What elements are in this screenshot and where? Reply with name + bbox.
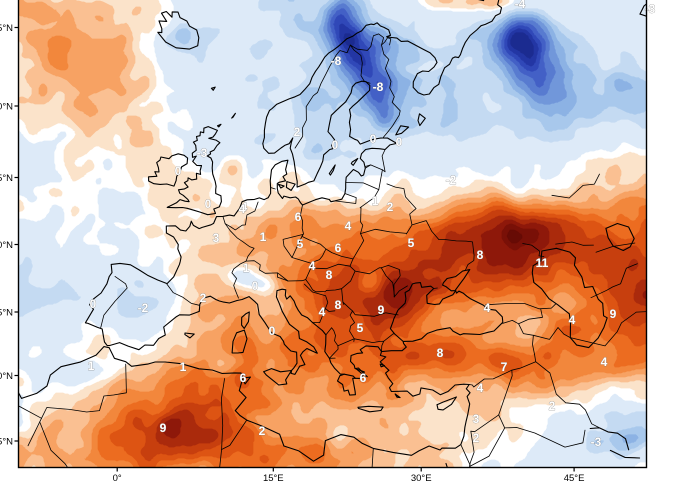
svg-text:-2: -2: [446, 173, 457, 187]
svg-text:-8: -8: [373, 80, 384, 94]
svg-text:0: 0: [175, 164, 182, 178]
svg-text:9: 9: [378, 303, 385, 317]
svg-text:11: 11: [536, 256, 549, 270]
svg-text:-3: -3: [591, 435, 602, 449]
svg-text:25°N: 25°N: [0, 437, 13, 448]
svg-text:1: 1: [372, 194, 379, 208]
svg-text:30°E: 30°E: [411, 473, 432, 484]
svg-text:2: 2: [549, 399, 556, 413]
svg-text:9: 9: [610, 307, 617, 321]
svg-text:-4: -4: [515, 0, 526, 11]
svg-text:30°N: 30°N: [0, 371, 13, 382]
svg-text:8: 8: [335, 298, 342, 312]
svg-text:6: 6: [295, 210, 302, 224]
svg-text:3: 3: [473, 412, 480, 426]
svg-text:2: 2: [200, 291, 207, 305]
svg-text:0°: 0°: [113, 473, 122, 484]
svg-text:4: 4: [484, 301, 491, 315]
svg-text:0: 0: [252, 279, 259, 293]
svg-text:0: 0: [269, 324, 276, 338]
svg-text:-2: -2: [138, 301, 149, 315]
svg-text:4: 4: [477, 381, 484, 395]
svg-text:4: 4: [241, 200, 248, 214]
svg-text:5: 5: [408, 236, 415, 250]
svg-text:2: 2: [294, 125, 301, 139]
svg-text:3: 3: [213, 231, 220, 245]
svg-text:0: 0: [205, 197, 212, 211]
svg-text:4: 4: [569, 313, 576, 327]
svg-text:1: 1: [180, 360, 187, 374]
svg-text:35°N: 35°N: [0, 308, 13, 319]
svg-text:6: 6: [240, 371, 247, 385]
svg-text:4: 4: [345, 219, 352, 233]
svg-text:-8: -8: [331, 54, 342, 68]
svg-text:4: 4: [319, 305, 326, 319]
svg-text:7: 7: [501, 360, 508, 374]
svg-text:0: 0: [332, 138, 339, 152]
svg-text:1: 1: [88, 359, 95, 373]
svg-text:4: 4: [309, 259, 316, 273]
svg-text:9: 9: [160, 421, 167, 435]
svg-text:8: 8: [326, 268, 333, 282]
svg-text:5: 5: [357, 321, 364, 335]
svg-text:0: 0: [370, 132, 377, 146]
svg-text:50°N: 50°N: [0, 102, 13, 113]
svg-text:-3: -3: [645, 2, 656, 16]
svg-text:40°N: 40°N: [0, 240, 13, 251]
svg-text:1: 1: [243, 261, 250, 275]
svg-text:2: 2: [473, 431, 480, 445]
svg-text:2: 2: [259, 424, 266, 438]
svg-text:0: 0: [396, 135, 403, 149]
svg-text:0: 0: [90, 297, 97, 311]
svg-text:55°N: 55°N: [0, 23, 13, 34]
svg-text:45°N: 45°N: [0, 173, 13, 184]
svg-text:-3: -3: [197, 146, 208, 160]
svg-text:4: 4: [601, 355, 608, 369]
svg-text:4: 4: [239, 202, 246, 216]
svg-text:1: 1: [260, 230, 267, 244]
svg-text:8: 8: [477, 248, 484, 262]
svg-text:45°E: 45°E: [564, 473, 585, 484]
svg-text:15°E: 15°E: [263, 473, 284, 484]
svg-text:6: 6: [335, 241, 342, 255]
svg-text:6: 6: [360, 371, 367, 385]
svg-text:5: 5: [297, 237, 304, 251]
svg-text:8: 8: [437, 346, 444, 360]
svg-text:2: 2: [387, 200, 394, 214]
